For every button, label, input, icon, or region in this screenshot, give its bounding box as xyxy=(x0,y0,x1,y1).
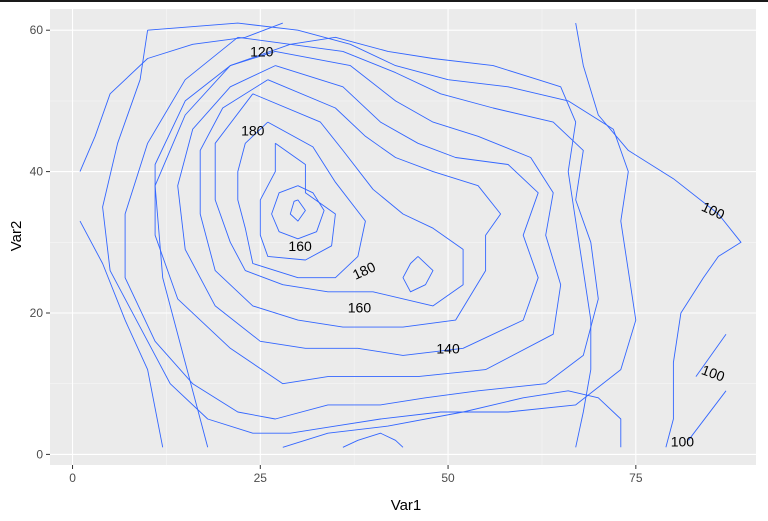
contour-line xyxy=(177,65,539,356)
contour-label: 140 xyxy=(436,340,460,356)
contour-line xyxy=(282,390,622,448)
contour-line xyxy=(214,93,464,307)
contour-line xyxy=(154,36,592,448)
x-tick-label: 0 xyxy=(69,471,76,485)
contour-line xyxy=(688,390,727,441)
x-axis-ticks: 0 25 50 75 xyxy=(69,465,643,485)
plot-panel xyxy=(50,9,756,465)
y-tick-label: 20 xyxy=(30,306,44,320)
contour-label: 180 xyxy=(241,123,265,139)
y-tick-label: 0 xyxy=(36,447,43,461)
contour-line xyxy=(199,79,502,328)
grid-lines xyxy=(50,9,756,465)
x-tick-label: 25 xyxy=(254,471,268,485)
contour-line xyxy=(695,333,727,377)
contour-line xyxy=(79,22,283,172)
contour-line xyxy=(289,199,306,222)
contour-line xyxy=(237,121,366,279)
contour-line xyxy=(575,23,742,448)
contour-label: 120 xyxy=(250,43,274,59)
contour-label: 100 xyxy=(671,434,695,450)
x-tick-label: 75 xyxy=(629,471,643,485)
x-axis-title: Var1 xyxy=(391,497,422,514)
contour-lines xyxy=(79,22,742,448)
contour-label: 100 xyxy=(699,362,727,385)
contour-label: 160 xyxy=(348,299,372,315)
contour-line xyxy=(271,185,325,240)
contour-label: 160 xyxy=(288,238,312,254)
x-tick-label: 50 xyxy=(441,471,455,485)
contour-line xyxy=(79,220,164,448)
contour-line xyxy=(402,256,434,293)
window-top-border xyxy=(0,0,768,2)
contour-line xyxy=(259,142,336,261)
y-tick-label: 40 xyxy=(30,165,44,179)
y-axis-title: Var2 xyxy=(8,221,25,252)
contour-line xyxy=(102,22,637,434)
contour-line xyxy=(342,432,404,448)
contour-line xyxy=(124,36,599,420)
contour-line xyxy=(154,50,562,385)
y-axis-ticks: 0 20 40 60 xyxy=(30,23,50,461)
y-tick-label: 60 xyxy=(30,23,44,37)
